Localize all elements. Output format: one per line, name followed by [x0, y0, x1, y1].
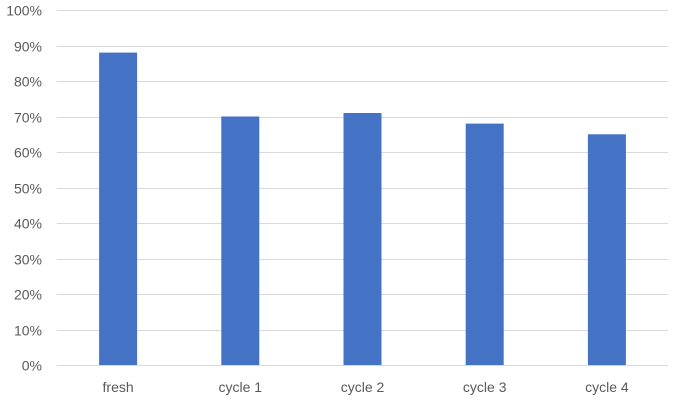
x-category-label: cycle 3 — [463, 379, 507, 395]
x-category-label: cycle 1 — [219, 379, 263, 395]
y-tick-label: 10% — [14, 323, 42, 339]
x-axis-category-labels: fresh cycle 1 cycle 2 cycle 3 cycle 4 — [103, 379, 629, 395]
y-tick-label: 90% — [14, 39, 42, 55]
bar-cycle-3 — [465, 123, 504, 365]
y-axis-tick-labels: 0% 10% 20% 30% 40% 50% 60% 70% 80% 90% 100% — [6, 3, 42, 374]
x-category-label: fresh — [103, 379, 134, 395]
y-tick-label: 70% — [14, 110, 42, 126]
x-category-label: cycle 4 — [585, 379, 629, 395]
y-tick-label: 100% — [6, 3, 42, 19]
bar-cycle-4 — [587, 134, 626, 366]
y-tick-label: 0% — [22, 358, 42, 374]
bars — [99, 52, 626, 366]
y-tick-label: 50% — [14, 181, 42, 197]
y-tick-label: 60% — [14, 145, 42, 161]
y-tick-label: 80% — [14, 74, 42, 90]
bar-fresh — [99, 52, 138, 365]
x-category-label: cycle 2 — [341, 379, 385, 395]
y-tick-label: 20% — [14, 287, 42, 303]
bar-cycle-1 — [221, 116, 260, 365]
y-tick-label: 40% — [14, 216, 42, 232]
y-tick-label: 30% — [14, 252, 42, 268]
bar-cycle-2 — [343, 113, 382, 365]
